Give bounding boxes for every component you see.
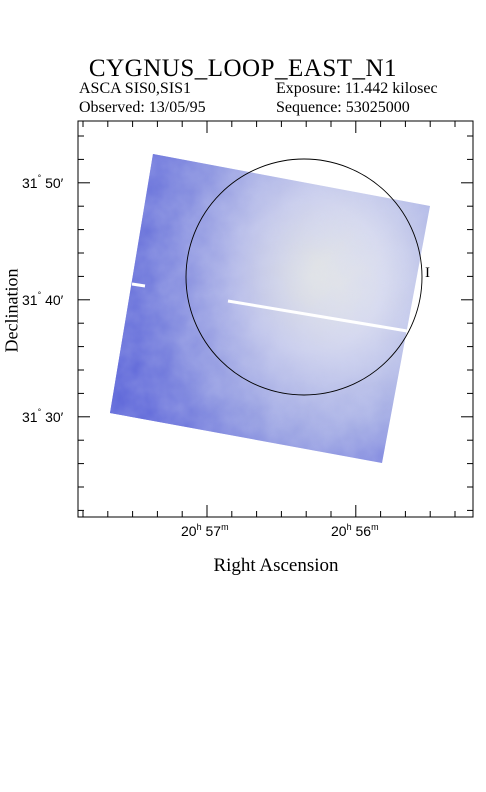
chart-title: CYGNUS_LOOP_EAST_N1 bbox=[88, 55, 398, 82]
chip-gap bbox=[227, 299, 408, 333]
x-tick-label-57: 20h 57m bbox=[181, 522, 229, 539]
y-axis-label: Declination bbox=[1, 268, 22, 353]
y-tick-label-40: 31° 40′ bbox=[22, 290, 64, 308]
marker-label: I bbox=[425, 265, 430, 281]
exposure-text: Exposure: 11.442 kilosec bbox=[276, 80, 438, 97]
observed-text: Observed: 13/05/95 bbox=[79, 99, 206, 116]
sequence-text: Sequence: 53025000 bbox=[276, 99, 410, 116]
x-axis-label: Right Ascension bbox=[213, 555, 339, 576]
plot-frame bbox=[77, 120, 474, 518]
source-circle bbox=[185, 158, 423, 396]
y-tick-label-30: 31° 30′ bbox=[22, 407, 64, 425]
axis-ticks bbox=[78, 121, 473, 517]
y-tick-label-50: 31° 50′ bbox=[22, 173, 64, 191]
x-tick-label-56: 20h 56m bbox=[331, 522, 379, 539]
ccd-image bbox=[110, 154, 430, 463]
instrument-text: ASCA SIS0,SIS1 bbox=[79, 80, 192, 97]
